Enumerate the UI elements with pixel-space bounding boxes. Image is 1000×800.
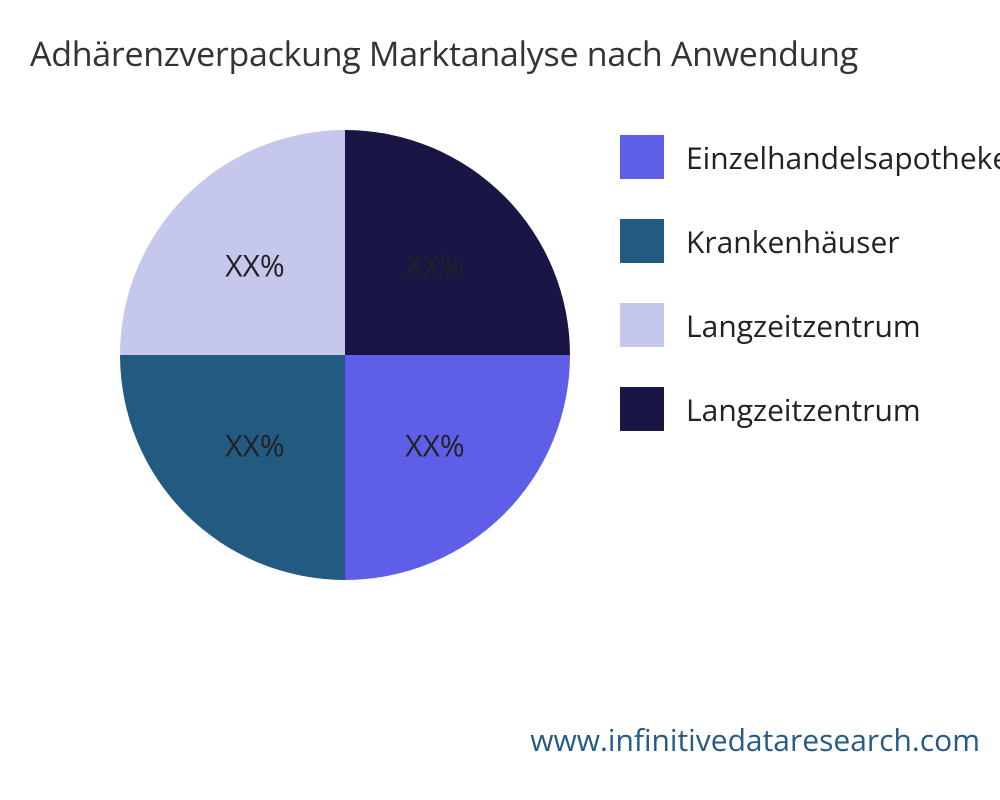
legend-label-2: Langzeitzentrum [686, 305, 921, 346]
legend-item-2: Langzeitzentrum [620, 303, 1000, 347]
slice-label-2: XX% [225, 245, 284, 286]
slice-label-1: XX% [225, 425, 284, 466]
legend-swatch-2 [620, 303, 664, 347]
legend: Einzelhandelsapotheken Krankenhäuser Lan… [620, 135, 1000, 471]
slice-label-0: XX% [405, 425, 464, 466]
legend-swatch-0 [620, 135, 664, 179]
legend-label-3: Langzeitzentrum [686, 389, 921, 430]
pie-graphic [120, 130, 570, 580]
chart-title: Adhärenzverpackung Marktanalyse nach Anw… [30, 30, 858, 76]
pie-chart: XX% XX% XX% XX% [120, 130, 570, 580]
legend-label-1: Krankenhäuser [686, 221, 900, 262]
slice-label-3: XX% [405, 245, 464, 286]
legend-swatch-1 [620, 219, 664, 263]
legend-swatch-3 [620, 387, 664, 431]
chart-container: Adhärenzverpackung Marktanalyse nach Anw… [0, 0, 1000, 800]
footer-source-link[interactable]: www.infinitivedataresearch.com [530, 719, 980, 760]
legend-item-0: Einzelhandelsapotheken [620, 135, 1000, 179]
legend-label-0: Einzelhandelsapotheken [686, 137, 1000, 178]
legend-item-3: Langzeitzentrum [620, 387, 1000, 431]
legend-item-1: Krankenhäuser [620, 219, 1000, 263]
